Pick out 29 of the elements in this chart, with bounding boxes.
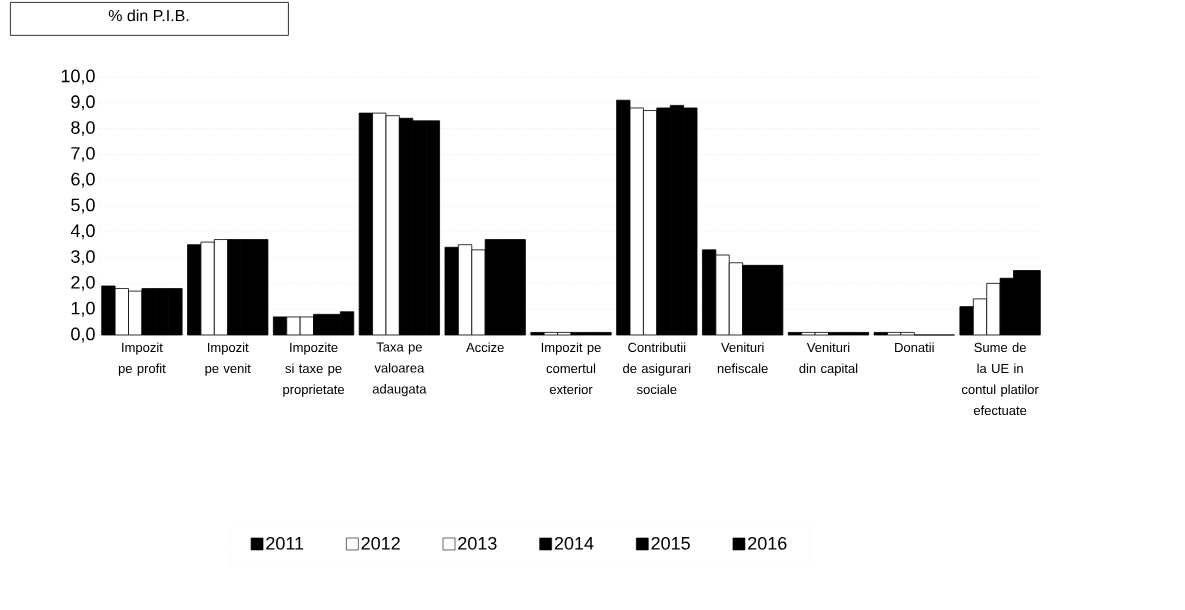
x-tick-label: Impozite si taxe pe proprietate [283,342,345,397]
x-tick-label: Accize [466,342,504,353]
y-tick-label: 7,0 [71,146,95,162]
x-tick-label: Impozit pe venit [205,342,251,376]
y-tick-label: 2,0 [71,275,95,291]
legend-label: 2012 [361,536,400,550]
text: % din P.I.B. [108,9,189,22]
y-tick-label: 8,0 [71,121,95,137]
legend-label: 2015 [651,536,690,550]
legend-label: 2016 [748,536,787,550]
x-tick-label: Contributii de asigurari sociale [623,342,691,395]
legend-label: 2011 [266,536,304,550]
y-tick-label: 10,0 [61,69,95,85]
x-tick-label: Impozit pe comertul exterior [541,342,601,395]
y-tick-label: 9,0 [71,95,95,111]
y-tick-label: 4,0 [70,224,95,240]
x-tick-label: Sume de la UE in contul platilor efectuate [961,342,1039,416]
y-tick-label: 3,0 [71,250,95,266]
legend-label: 2014 [554,536,594,550]
x-tick-label: Donatii [895,342,934,353]
x-tick-label: Taxa pe valoarea adaugata [372,342,427,397]
x-tick-label: Venituri nefiscale [717,342,768,374]
y-tick-label: 5,0 [71,198,95,214]
x-tick-label: Venituri din capital [799,342,858,376]
y-tick-label: 1,0 [71,301,95,317]
x-tick-label: Impozit pe profit [118,342,166,376]
legend-label: 2013 [458,536,497,550]
y-tick-label: 6,0 [71,172,95,188]
y-tick-label: 0,0 [71,327,95,343]
